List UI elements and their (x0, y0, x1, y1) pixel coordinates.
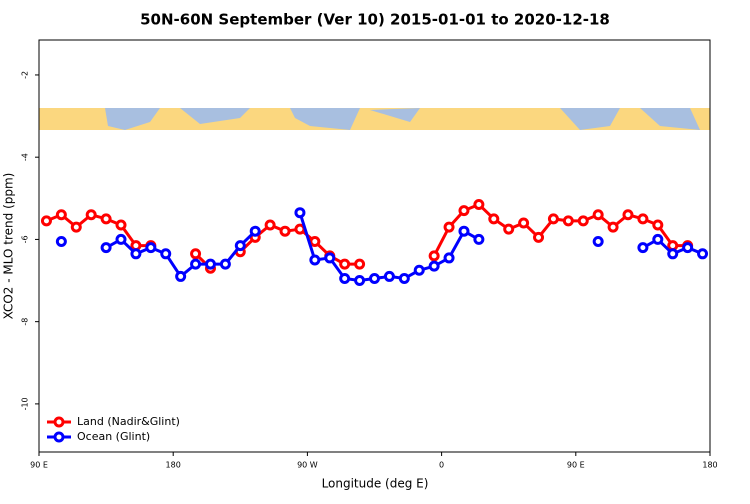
data-point (428, 250, 440, 262)
y-tick-label: -10 (21, 397, 30, 410)
data-point (488, 213, 500, 225)
data-point (592, 209, 604, 221)
data-point (100, 213, 112, 225)
data-point (652, 233, 664, 245)
x-tick-label: 180 (166, 461, 181, 470)
series-line (45, 202, 688, 270)
legend-marker (53, 416, 65, 428)
data-point (637, 213, 649, 225)
data-point (249, 225, 261, 237)
data-point (369, 272, 380, 284)
data-point (115, 233, 127, 245)
data-point (622, 209, 634, 221)
y-axis-label: XCO2 - MLO trend (ppm) (2, 173, 16, 320)
data-point (518, 217, 530, 229)
y-tick-label: -2 (21, 71, 30, 79)
data-point (637, 242, 649, 254)
data-point (682, 242, 694, 254)
data-point (428, 260, 440, 272)
x-tick-label: 0 (439, 461, 444, 470)
data-point (175, 270, 187, 282)
x-tick-label: 180 (702, 461, 717, 470)
y-tick-label: -8 (21, 318, 30, 326)
data-point (562, 215, 574, 227)
data-point (592, 235, 604, 247)
data-point (70, 221, 82, 233)
data-point (40, 215, 52, 227)
data-point (398, 272, 410, 284)
x-axis-label: Longitude (deg E) (322, 477, 429, 491)
legend-marker (53, 431, 65, 443)
data-point (473, 233, 485, 245)
legend-label: Ocean (Glint) (77, 430, 150, 443)
data-point (160, 248, 172, 260)
data-point (354, 275, 366, 287)
data-point (667, 248, 679, 260)
data-point (115, 219, 127, 231)
plot-frame (38, 39, 711, 453)
data-point (533, 231, 545, 243)
data-point (130, 248, 142, 260)
data-point (697, 248, 709, 260)
x-tick-label: 90 E (567, 461, 585, 470)
data-point (85, 209, 97, 221)
data-point (607, 221, 619, 233)
data-point (309, 254, 321, 266)
data-point (413, 264, 425, 276)
data-point (458, 205, 470, 217)
data-point (652, 219, 664, 231)
data-point (443, 252, 455, 264)
data-point (55, 209, 67, 221)
x-tick-label: 90 E (30, 461, 48, 470)
y-tick-label: -4 (21, 153, 30, 161)
data-point (309, 235, 321, 247)
legend-label: Land (Nadir&Glint) (77, 415, 180, 428)
data-point (100, 242, 112, 254)
data-point (190, 258, 202, 270)
data-point (55, 235, 67, 247)
chart-title: 50N-60N September (Ver 10) 2015-01-01 to… (140, 11, 610, 29)
x-tick-label: 90 W (297, 461, 318, 470)
data-point (324, 252, 336, 264)
data-point (383, 270, 395, 282)
data-point (473, 198, 485, 210)
y-tick-label: -6 (21, 235, 30, 243)
data-point (354, 258, 366, 270)
data-point (190, 248, 202, 260)
data-point (264, 219, 276, 231)
data-point (547, 213, 559, 225)
data-point (279, 225, 291, 237)
data-point (339, 258, 351, 270)
data-point (577, 215, 589, 227)
data-point (219, 258, 231, 270)
data-point (458, 225, 470, 237)
data-point (294, 207, 306, 219)
data-point (145, 242, 157, 254)
map-strip (39, 108, 710, 130)
data-point (339, 272, 351, 284)
data-point (234, 240, 246, 252)
data-point (503, 223, 515, 235)
data-point (443, 221, 455, 233)
data-point (204, 258, 216, 270)
